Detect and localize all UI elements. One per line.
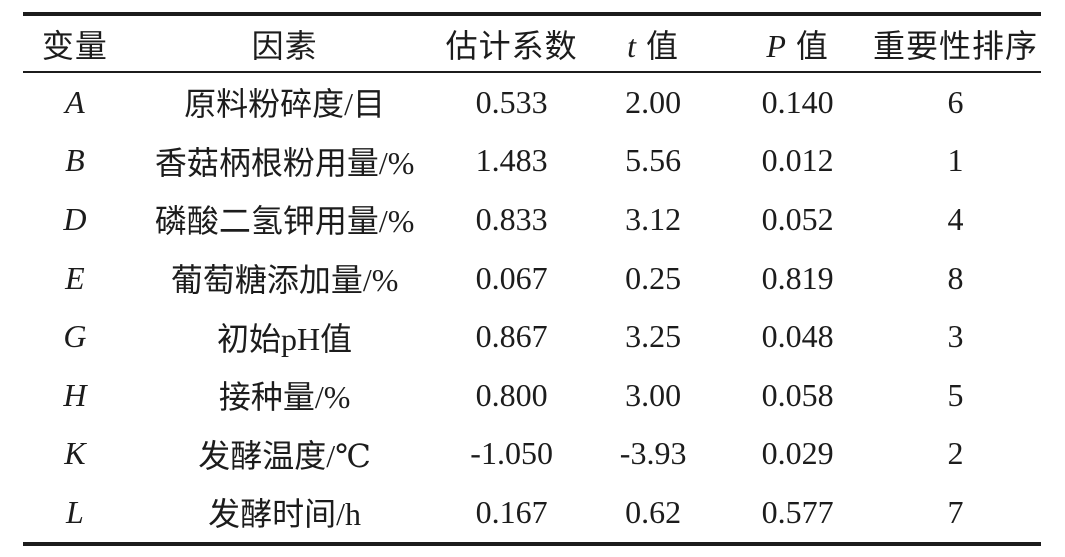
cell-factor: 发酵时间/h — [208, 496, 362, 533]
cell-t-value: 3.12 — [625, 200, 682, 237]
table-row: L 发酵时间/h 0.167 0.62 0.577 7 — [23, 483, 1041, 544]
table-row: K 发酵温度/℃ -1.050 -3.93 0.029 2 — [23, 425, 1041, 484]
cell-t-value: 3.00 — [625, 376, 682, 413]
header-label: 重要性排序 — [872, 27, 1038, 64]
table-body: A 原料粉碎度/目 0.533 2.00 0.140 6 B 香菇柄根粉用量/%… — [23, 72, 1041, 544]
col-header-rank: 重要性排序 — [870, 14, 1041, 72]
cell-rank: 4 — [947, 200, 964, 237]
cell-variable: B — [65, 142, 85, 179]
cell-rank: 3 — [947, 318, 964, 355]
header-label: 变量 — [41, 27, 108, 64]
table-row: H 接种量/% 0.800 3.00 0.058 5 — [23, 366, 1041, 425]
cell-variable: A — [65, 83, 85, 120]
col-header-factor: 因素 — [127, 14, 443, 72]
cell-t-value: 0.25 — [625, 259, 682, 296]
cell-factor: 香菇柄根粉用量/% — [154, 144, 415, 181]
cell-coefficient: 0.533 — [475, 83, 548, 120]
cell-t-value: -3.93 — [619, 435, 687, 472]
col-header-variable: 变量 — [23, 14, 127, 72]
cell-coefficient: 0.800 — [475, 376, 548, 413]
cell-rank: 5 — [947, 376, 964, 413]
header-label: 因素 — [251, 27, 318, 64]
cell-coefficient: 1.483 — [475, 142, 548, 179]
header-label: 值 — [786, 27, 829, 64]
col-header-p-value: P 值 — [725, 14, 870, 72]
cell-rank: 7 — [947, 493, 964, 530]
cell-rank: 2 — [947, 435, 964, 472]
table-header: 变量 因素 估计系数 t 值 P 值 重要性排序 — [23, 14, 1041, 72]
header-row: 变量 因素 估计系数 t 值 P 值 重要性排序 — [23, 14, 1041, 72]
cell-coefficient: -1.050 — [470, 435, 553, 472]
cell-variable: L — [66, 493, 84, 530]
header-label: 值 — [637, 27, 680, 64]
cell-factor: 原料粉碎度/目 — [184, 86, 386, 123]
cell-rank: 6 — [947, 83, 964, 120]
header-italic-symbol: P — [766, 27, 787, 64]
cell-variable: D — [63, 200, 87, 237]
header-italic-symbol: t — [627, 27, 638, 64]
cell-p-value: 0.058 — [761, 376, 834, 413]
cell-factor: 葡萄糖添加量/% — [170, 262, 399, 299]
table-row: D 磷酸二氢钾用量/% 0.833 3.12 0.052 4 — [23, 190, 1041, 249]
cell-p-value: 0.052 — [761, 200, 834, 237]
cell-factor: 接种量/% — [218, 379, 351, 416]
table-row: G 初始pH值 0.867 3.25 0.048 3 — [23, 307, 1041, 366]
cell-p-value: 0.140 — [761, 83, 834, 120]
cell-coefficient: 0.167 — [475, 493, 548, 530]
col-header-coefficient: 估计系数 — [442, 14, 580, 72]
cell-factor: 发酵温度/℃ — [198, 437, 371, 474]
cell-coefficient: 0.833 — [475, 200, 548, 237]
cell-coefficient: 0.067 — [475, 259, 548, 296]
cell-rank: 1 — [947, 142, 964, 179]
cell-t-value: 3.25 — [625, 318, 682, 355]
regression-analysis-table: 变量 因素 估计系数 t 值 P 值 重要性排序 A 原料粉碎度/目 0.533… — [23, 12, 1041, 546]
cell-variable: H — [63, 376, 87, 413]
cell-factor: 初始pH值 — [217, 320, 353, 357]
table-row: E 葡萄糖添加量/% 0.067 0.25 0.819 8 — [23, 249, 1041, 308]
cell-t-value: 2.00 — [625, 83, 682, 120]
cell-variable: K — [64, 435, 86, 472]
cell-variable: E — [65, 259, 85, 296]
cell-p-value: 0.048 — [761, 318, 834, 355]
cell-t-value: 5.56 — [625, 142, 682, 179]
cell-rank: 8 — [947, 259, 964, 296]
header-label: 估计系数 — [445, 27, 578, 64]
table-row: A 原料粉碎度/目 0.533 2.00 0.140 6 — [23, 72, 1041, 132]
col-header-t-value: t 值 — [581, 14, 726, 72]
cell-t-value: 0.62 — [625, 493, 682, 530]
cell-p-value: 0.012 — [761, 142, 834, 179]
cell-coefficient: 0.867 — [475, 318, 548, 355]
cell-factor: 磷酸二氢钾用量/% — [154, 203, 415, 240]
cell-variable: G — [63, 318, 87, 355]
table-row: B 香菇柄根粉用量/% 1.483 5.56 0.012 1 — [23, 132, 1041, 191]
cell-p-value: 0.819 — [761, 259, 834, 296]
cell-p-value: 0.029 — [761, 435, 834, 472]
cell-p-value: 0.577 — [761, 493, 834, 530]
